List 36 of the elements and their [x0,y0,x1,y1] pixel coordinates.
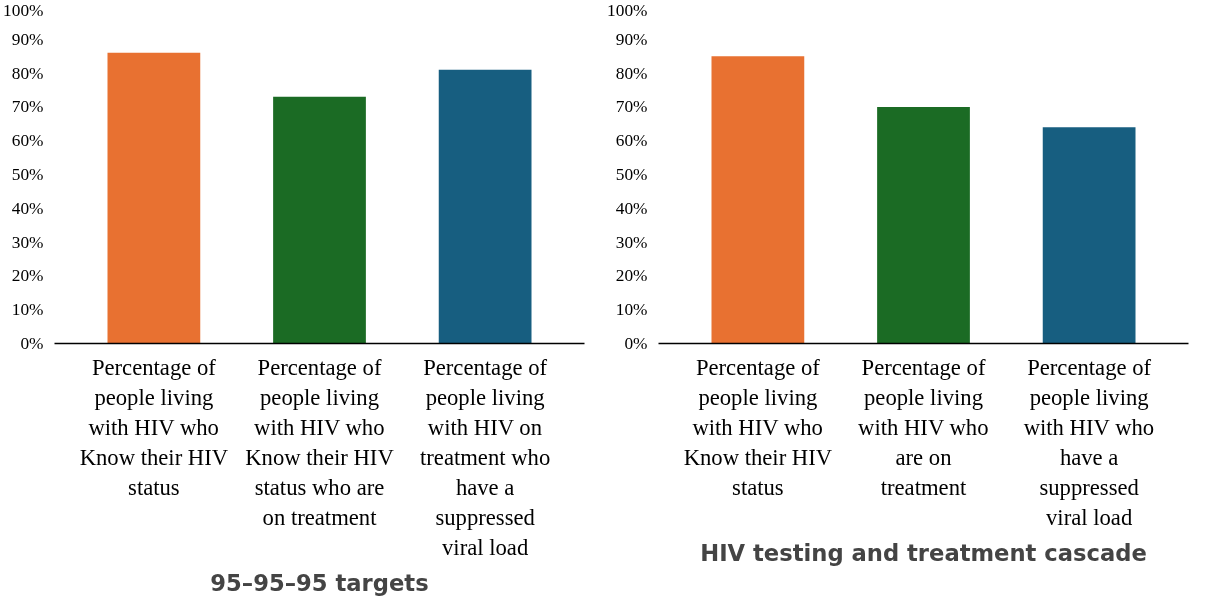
y-tick-label: 50% [11,165,44,184]
y-tick-label: 90% [615,29,648,49]
y-tick-label: 20% [11,266,44,286]
x-tick-label: Percentage of people living with HIV who have a suppressed viral load [1023,354,1155,530]
x-tick-label: Percentage of people living with HIV who Know their HIV status who are on treatment [245,354,395,530]
y-tick-label: 50% [615,165,648,184]
x-tick-label: Percentage of people living with HIV on treatment who have a suppressed viral load [420,354,551,560]
y-tick-label: 80% [615,63,648,83]
x-tick-label: Percentage of people living with HIV who Know their HIV status [79,354,229,500]
bar [877,106,970,344]
y-tick-label: 70% [11,97,44,117]
y-tick-label: 100% [3,0,44,20]
y-tick-label: 60% [11,131,44,151]
y-tick-label: 60% [615,131,648,151]
y-tick-label: 0% [624,334,648,353]
bar [438,69,532,344]
y-tick-label: 40% [11,198,44,218]
y-tick-label: 90% [11,29,44,49]
y-tick-label: 40% [615,198,648,218]
y-tick-label: 20% [615,266,648,286]
y-tick-label: 10% [615,300,648,320]
y-tick-label: 10% [11,300,44,320]
bar [107,52,201,344]
y-tick-label: 70% [615,97,648,117]
y-tick-label: 100% [607,0,648,20]
bar [273,96,366,344]
text: HIV testing and treatment cascade [700,539,1147,566]
bar [1042,127,1136,344]
y-tick-label: 30% [11,232,44,252]
y-tick-label: 0% [20,334,44,353]
y-tick-label: 30% [615,232,648,252]
bar [711,56,805,344]
x-tick-label: Percentage of people living with HIV who Know their HIV status [683,354,833,500]
x-tick-label: Percentage of people living with HIV who are on treatment [858,354,989,500]
text: 95–95–95 targets [210,569,429,596]
y-tick-label: 80% [11,63,44,83]
